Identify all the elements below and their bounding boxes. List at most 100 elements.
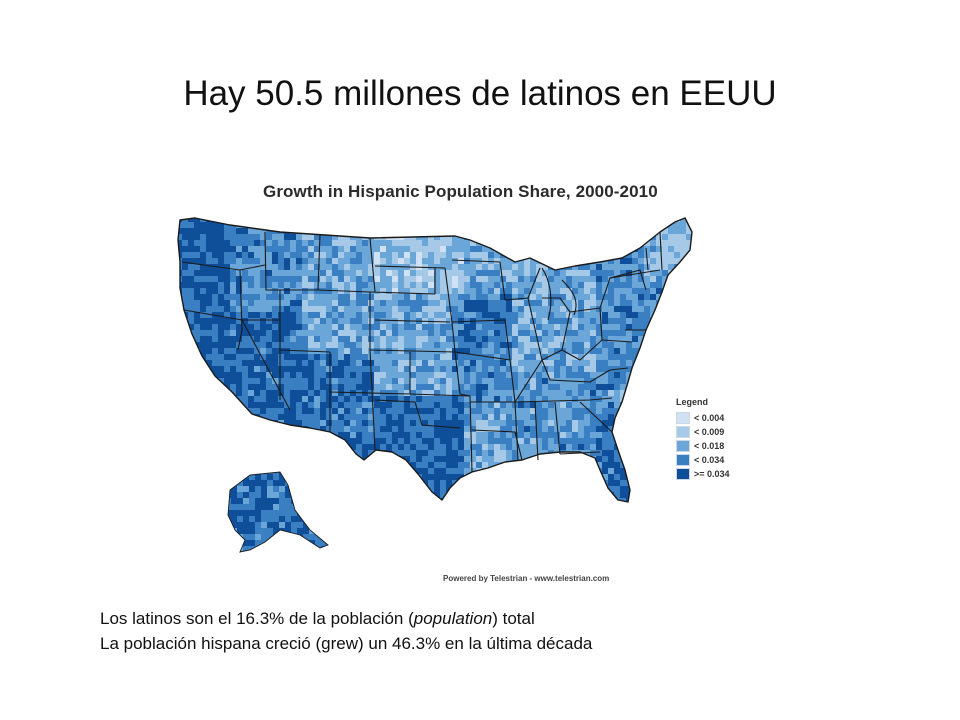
county-cell xyxy=(178,438,183,445)
county-cell xyxy=(512,456,519,463)
county-cell xyxy=(237,474,244,481)
county-cell xyxy=(518,252,525,259)
county-cell xyxy=(488,366,495,373)
county-cell xyxy=(452,288,459,295)
county-cell xyxy=(200,240,207,247)
county-cell xyxy=(560,360,567,367)
county-cell xyxy=(584,414,591,421)
county-cell xyxy=(452,366,459,373)
county-cell xyxy=(266,426,273,433)
county-cell xyxy=(560,372,567,379)
county-cell xyxy=(644,228,651,235)
county-cell xyxy=(638,366,645,373)
county-cell xyxy=(572,480,579,487)
county-cell xyxy=(314,408,321,415)
county-cell xyxy=(446,360,453,367)
county-cell xyxy=(194,480,201,487)
county-cell xyxy=(297,522,304,529)
county-cell xyxy=(374,264,381,271)
county-cell xyxy=(428,462,435,469)
county-cell xyxy=(500,218,507,223)
county-cell xyxy=(596,330,603,337)
county-cell xyxy=(674,282,681,289)
county-cell xyxy=(386,270,393,277)
county-cell xyxy=(290,330,297,337)
county-cell xyxy=(542,456,549,463)
county-cell xyxy=(326,456,333,463)
county-cell xyxy=(296,486,303,493)
county-cell xyxy=(464,492,471,499)
county-cell xyxy=(254,330,261,337)
county-cell xyxy=(170,426,176,432)
county-cell xyxy=(272,444,279,451)
county-cell xyxy=(578,282,585,289)
county-cell xyxy=(314,402,321,409)
county-cell xyxy=(662,414,669,421)
county-cell xyxy=(416,324,423,331)
county-cell xyxy=(302,240,309,247)
county-cell xyxy=(482,210,488,216)
county-cell xyxy=(656,492,663,499)
county-cell xyxy=(410,366,417,373)
county-cell xyxy=(284,210,290,216)
county-cell xyxy=(464,348,471,355)
county-cell xyxy=(200,228,207,235)
county-cell xyxy=(602,336,609,343)
county-cell xyxy=(338,396,345,403)
county-cell xyxy=(248,420,255,427)
county-cell xyxy=(668,408,675,415)
legend-item: >= 0.034 xyxy=(676,467,776,480)
county-cell xyxy=(380,318,387,325)
county-cell xyxy=(536,318,543,325)
county-cell xyxy=(249,498,256,505)
county-cell xyxy=(303,498,310,505)
county-cell xyxy=(332,438,339,445)
county-cell xyxy=(170,264,176,270)
county-cell xyxy=(182,306,189,313)
county-cell xyxy=(338,498,345,502)
county-cell xyxy=(458,306,465,313)
county-cell xyxy=(279,534,286,541)
county-cell xyxy=(512,324,519,331)
county-cell xyxy=(548,354,555,361)
county-cell xyxy=(368,222,375,229)
county-cell xyxy=(206,264,213,271)
county-cell xyxy=(182,348,189,355)
county-cell xyxy=(638,444,645,451)
county-cell xyxy=(518,330,525,337)
county-cell xyxy=(188,252,195,259)
county-cell xyxy=(344,468,351,475)
county-cell xyxy=(272,354,279,361)
county-cell xyxy=(422,336,429,343)
county-cell xyxy=(542,294,549,301)
county-cell xyxy=(470,462,477,469)
county-cell xyxy=(224,342,231,349)
county-cell xyxy=(416,282,423,289)
county-cell xyxy=(656,456,663,463)
county-cell xyxy=(218,218,225,223)
county-cell xyxy=(327,510,328,517)
county-cell xyxy=(638,288,645,295)
county-cell xyxy=(542,432,549,439)
county-cell xyxy=(614,432,621,439)
county-cell xyxy=(350,218,357,223)
county-cell xyxy=(590,474,597,481)
county-cell xyxy=(518,426,525,433)
county-cell xyxy=(644,378,651,385)
county-cell xyxy=(249,516,256,523)
county-cell xyxy=(452,474,459,481)
county-cell xyxy=(380,300,387,307)
county-cell xyxy=(200,270,207,277)
county-cell xyxy=(692,354,698,360)
county-cell xyxy=(194,468,201,475)
county-cell xyxy=(488,444,495,451)
county-cell xyxy=(452,294,459,301)
county-cell xyxy=(236,390,243,397)
county-cell xyxy=(536,222,543,229)
county-cell xyxy=(494,330,501,337)
county-cell xyxy=(524,444,531,451)
county-cell xyxy=(284,444,291,451)
county-cell xyxy=(404,468,411,475)
county-cell xyxy=(578,438,585,445)
county-cell xyxy=(566,474,573,481)
